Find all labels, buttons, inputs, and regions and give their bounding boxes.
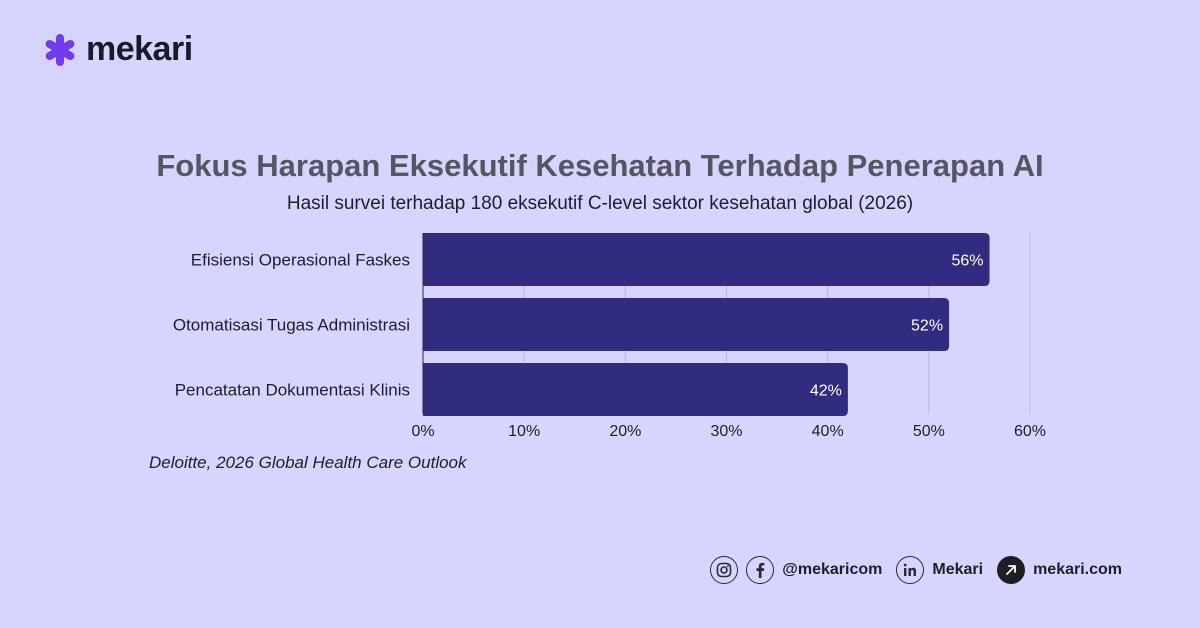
- arrow-up-right-icon[interactable]: [997, 556, 1026, 584]
- bar-value-label: 42%: [810, 383, 842, 400]
- bar-chart: 56% Efisiensi Operasional Faskes 52% Otomat…: [173, 233, 1046, 440]
- category-label: Pencatatan Dokumentasi Klinis: [175, 381, 410, 400]
- linkedin-name[interactable]: Mekari: [932, 561, 984, 578]
- x-tick-label: 0%: [411, 423, 434, 440]
- bar: [423, 233, 990, 286]
- bar: [423, 363, 848, 416]
- source-note: Deloitte, 2026 Global Health Care Outloo…: [149, 453, 467, 472]
- mekari-logo: mekari: [42, 30, 193, 69]
- instagram-icon[interactable]: [710, 556, 739, 584]
- mekari-star-icon: [45, 33, 75, 66]
- brand-name: mekari: [86, 30, 193, 68]
- linkedin-icon[interactable]: [896, 556, 925, 584]
- website-link[interactable]: mekari.com: [1033, 561, 1122, 578]
- chart-subtitle: Hasil survei terhadap 180 eksekutif C-le…: [286, 193, 914, 214]
- category-label: Efisiensi Operasional Faskes: [191, 251, 410, 270]
- bar-value-label: 52%: [911, 318, 943, 335]
- x-tick-label: 40%: [812, 423, 844, 440]
- social-handle[interactable]: @mekaricom: [782, 561, 883, 578]
- facebook-icon[interactable]: [746, 556, 775, 584]
- x-tick-label: 50%: [913, 423, 945, 440]
- bar: [423, 298, 950, 351]
- x-tick-label: 30%: [710, 423, 742, 440]
- x-tick-label: 60%: [1014, 423, 1046, 440]
- x-tick-label: 10%: [508, 423, 540, 440]
- x-tick-label: 20%: [609, 423, 641, 440]
- bar-value-label: 56%: [952, 253, 984, 270]
- footer-social: @mekaricom Mekari mekari.com: [710, 556, 1128, 584]
- category-label: Otomatisasi Tugas Administrasi: [173, 316, 410, 335]
- chart-title: Fokus Harapan Eksekutif Kesehatan Terhad…: [156, 148, 1044, 183]
